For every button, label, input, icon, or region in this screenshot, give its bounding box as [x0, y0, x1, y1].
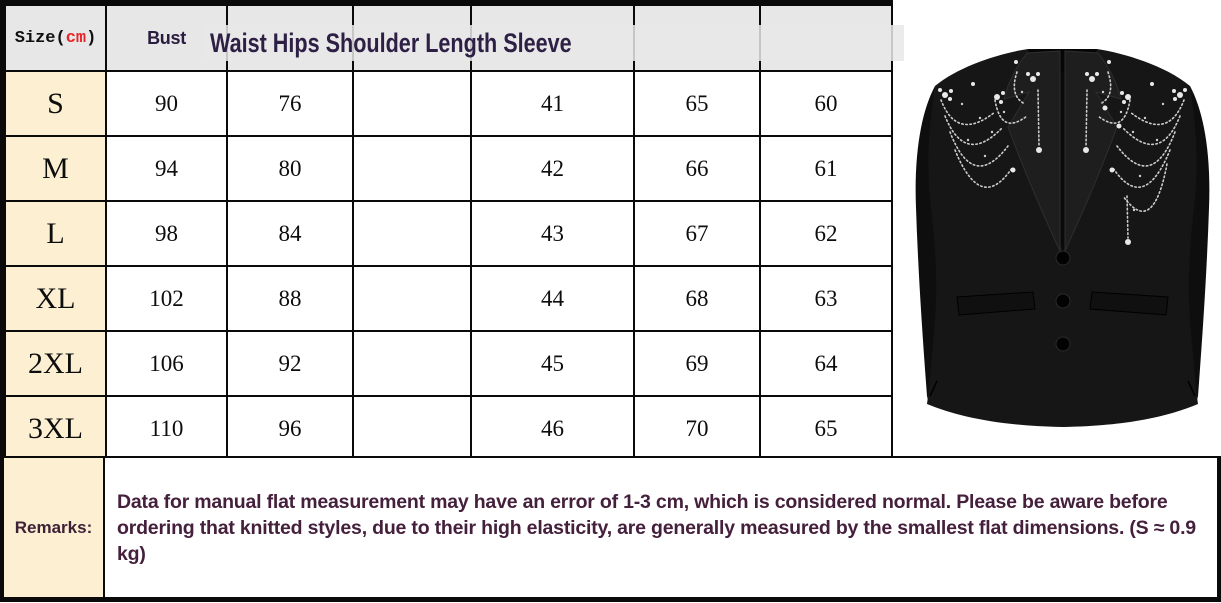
measurement-cell: 76 [226, 70, 354, 137]
size-table-wrap: Size(cm) Bust S 90 76 41 65 60 M 94 80 42 66 61 L 98 8… [0, 0, 893, 462]
measurement-cell [352, 135, 472, 202]
measurement-cell: 69 [633, 330, 761, 397]
measurement-cell [352, 70, 472, 137]
measurement-cell [352, 200, 472, 267]
measurement-cell: 60 [759, 70, 893, 137]
table-row: 3XL 110 96 46 70 65 [4, 395, 893, 462]
table-row: L 98 84 43 67 62 [4, 200, 893, 267]
measurement-cell: 68 [633, 265, 761, 332]
measurement-cell [352, 330, 472, 397]
table-row: XL 102 88 44 68 63 [4, 265, 893, 332]
size-label: M [4, 135, 107, 202]
measurement-cell: 94 [105, 135, 228, 202]
measurement-cell: 43 [470, 200, 635, 267]
measurement-cell: 42 [470, 135, 635, 202]
measurement-cell: 46 [470, 395, 635, 462]
measurement-cell: 80 [226, 135, 354, 202]
remarks-text: Data for manual flat measurement may hav… [117, 490, 1196, 565]
measurement-cell: 92 [226, 330, 354, 397]
table-row: M 94 80 42 66 61 [4, 135, 893, 202]
measurement-cell: 41 [470, 70, 635, 137]
measurement-cell: 61 [759, 135, 893, 202]
size-label: XL [4, 265, 107, 332]
measurement-cell: 67 [633, 200, 761, 267]
measurement-cell: 98 [105, 200, 228, 267]
unit-cm: cm [65, 28, 87, 48]
size-label: L [4, 200, 107, 267]
measurement-cell: 44 [470, 265, 635, 332]
measurement-cell: 65 [633, 70, 761, 137]
size-table: Size(cm) Bust S 90 76 41 65 60 M 94 80 42 66 61 L 98 8… [4, 4, 893, 462]
measurement-cell: 90 [105, 70, 228, 137]
measurement-cell: 70 [633, 395, 761, 462]
measurement-cell: 96 [226, 395, 354, 462]
size-label: 3XL [4, 395, 107, 462]
remarks-label: Remarks: [4, 458, 105, 597]
measurement-cell: 62 [759, 200, 893, 267]
measurement-cell: 106 [105, 330, 228, 397]
size-unit-label: Size(cm) [14, 28, 97, 48]
measurement-cell: 65 [759, 395, 893, 462]
measurement-cell: 110 [105, 395, 228, 462]
size-table-body: S 90 76 41 65 60 M 94 80 42 66 61 L 98 84 43 67 62 XL 102 88… [4, 70, 893, 462]
measurement-cell: 84 [226, 200, 354, 267]
measurement-cell: 64 [759, 330, 893, 397]
table-row: 2XL 106 92 45 69 64 [4, 330, 893, 397]
header-cell-size: Size(cm) [4, 4, 107, 72]
measurement-cell [352, 265, 472, 332]
measurement-cell: 45 [470, 330, 635, 397]
blazer-image [915, 49, 1210, 427]
measurement-cell: 88 [226, 265, 354, 332]
product-photo [904, 0, 1221, 456]
table-row: S 90 76 41 65 60 [4, 70, 893, 137]
size-label: 2XL [4, 330, 107, 397]
header-overflow-text: Waist Hips Shoulder Length Sleeve [210, 27, 572, 58]
measurement-cell: 63 [759, 265, 893, 332]
remarks-row: Remarks: Data for manual flat measuremen… [0, 456, 1221, 602]
header-overflow-band: Waist Hips Shoulder Length Sleeve [206, 25, 904, 61]
measurement-cell: 66 [633, 135, 761, 202]
size-label: S [4, 70, 107, 137]
measurement-cell: 102 [105, 265, 228, 332]
measurement-cell [352, 395, 472, 462]
